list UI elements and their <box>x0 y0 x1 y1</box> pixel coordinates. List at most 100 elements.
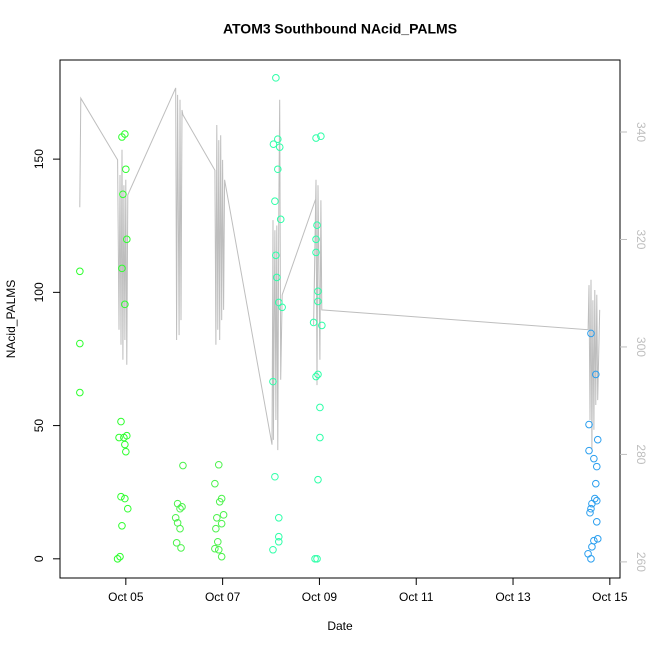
data-point <box>121 300 129 309</box>
data-point <box>179 461 187 470</box>
data-point <box>118 521 126 530</box>
data-point <box>314 475 322 484</box>
data-point <box>593 535 602 543</box>
data-point <box>121 440 129 449</box>
data-point <box>76 388 84 397</box>
y-tick-label: 100 <box>32 282 46 302</box>
data-point <box>274 165 282 174</box>
data-point <box>122 447 130 456</box>
data-point <box>214 460 223 469</box>
data-point <box>269 377 277 386</box>
data-point <box>115 433 123 442</box>
data-point <box>117 417 125 426</box>
data-point <box>177 544 185 552</box>
data-point <box>271 197 279 206</box>
data-point <box>314 287 322 296</box>
data-point <box>316 403 324 412</box>
data-point <box>211 479 219 488</box>
data-point <box>585 446 593 455</box>
data-point <box>119 190 127 199</box>
data-point <box>313 221 321 230</box>
y-tick-label: 150 <box>32 149 46 169</box>
y-axis-label: NAcid_PALMS <box>4 280 18 358</box>
data-point <box>273 273 281 282</box>
x-tick-label: Oct 09 <box>302 590 338 604</box>
data-point <box>217 494 226 503</box>
data-point <box>123 504 132 513</box>
data-point <box>590 536 598 545</box>
data-point <box>121 130 129 138</box>
data-point <box>311 555 319 563</box>
data-point <box>217 519 226 528</box>
x-tick-label: Oct 05 <box>108 590 144 604</box>
data-point <box>274 513 283 522</box>
data-point <box>593 435 602 444</box>
data-point <box>176 524 184 533</box>
data-point <box>117 492 125 501</box>
plot-frame <box>59 59 621 579</box>
data-point <box>278 303 286 312</box>
data-point <box>211 544 219 553</box>
y2-tick-label: 340 <box>634 122 648 142</box>
data-point <box>121 494 129 503</box>
data-point <box>271 472 279 481</box>
data-point <box>312 235 320 244</box>
data-point <box>219 511 228 519</box>
data-point <box>178 503 186 511</box>
x-axis-label: Date <box>327 619 353 633</box>
y-tick-label: 0 <box>32 555 46 562</box>
y2-tick-label: 300 <box>634 337 648 357</box>
data-point <box>213 513 221 522</box>
data-point <box>217 552 226 561</box>
data-point <box>118 264 126 273</box>
data-point <box>113 555 122 563</box>
data-point <box>314 370 322 379</box>
data-point <box>122 431 131 440</box>
data-point <box>591 479 600 488</box>
data-point <box>591 370 600 379</box>
data-line <box>79 87 601 451</box>
data-point <box>269 140 278 149</box>
data-point <box>122 165 130 174</box>
data-point <box>586 508 594 517</box>
x-tick-label: Oct 11 <box>399 590 434 604</box>
data-point <box>588 543 596 551</box>
x-tick-label: Oct 13 <box>495 590 531 604</box>
data-point <box>592 517 601 526</box>
data-point <box>274 532 283 541</box>
data-point <box>276 215 285 224</box>
data-point <box>275 143 284 151</box>
data-point <box>76 339 84 348</box>
y2-tick-label: 260 <box>634 552 648 572</box>
data-point <box>313 555 321 563</box>
y-tick-label: 50 <box>32 419 46 433</box>
data-point <box>309 318 318 327</box>
data-point <box>592 462 601 471</box>
data-point <box>587 329 595 338</box>
data-point <box>272 74 280 82</box>
data-point <box>269 545 277 554</box>
data-point <box>317 132 325 141</box>
data-point <box>272 251 280 260</box>
data-point <box>212 524 220 533</box>
x-tick-label: Oct 15 <box>592 590 628 604</box>
data-point <box>590 454 598 463</box>
data-point <box>588 499 596 508</box>
data-point <box>176 504 184 513</box>
data-point <box>116 552 124 561</box>
data-point <box>213 537 222 546</box>
data-point <box>274 537 283 546</box>
y2-tick-label: 320 <box>634 229 648 249</box>
data-point <box>587 555 595 563</box>
data-point <box>312 248 320 257</box>
data-point <box>587 504 595 513</box>
data-point <box>214 545 223 554</box>
data-point <box>316 433 324 442</box>
y2-tick-label: 280 <box>634 444 648 464</box>
chart-title: ATOM3 Southbound NAcid_PALMS <box>223 21 457 37</box>
x-tick-label: Oct 07 <box>205 590 241 604</box>
data-point <box>171 513 180 522</box>
data-point <box>274 135 282 143</box>
data-point <box>122 235 131 244</box>
data-point <box>312 372 320 381</box>
